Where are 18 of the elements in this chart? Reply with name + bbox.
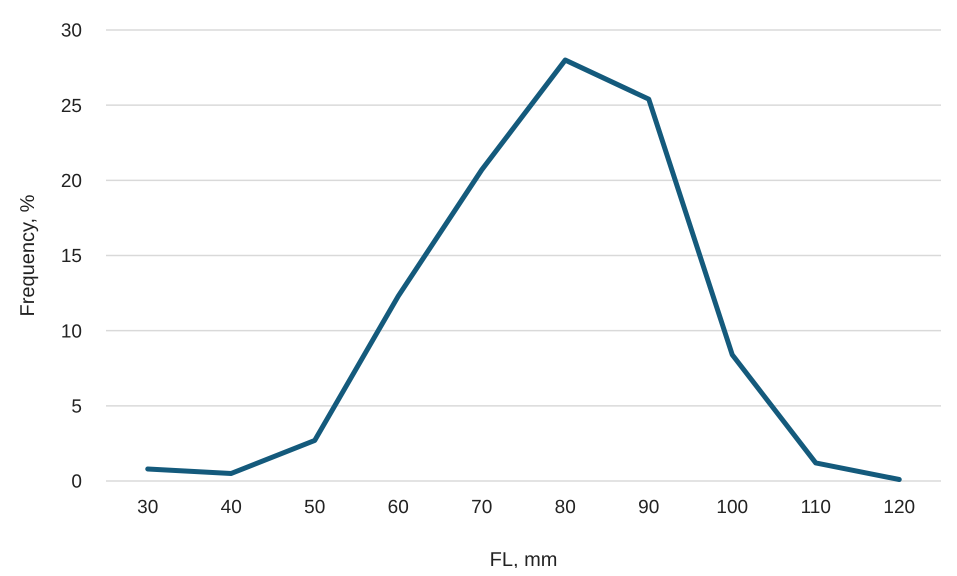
y-tick-label: 0 <box>71 472 82 493</box>
x-tick-label: 120 <box>883 497 916 518</box>
y-axis-title: Frequency, % <box>17 194 39 316</box>
x-tick-label: 100 <box>716 497 748 518</box>
x-tick-label: 110 <box>800 497 831 518</box>
y-tick-label: 30 <box>60 20 82 42</box>
y-tick-label: 10 <box>60 321 82 342</box>
x-tick-label: 70 <box>471 497 492 518</box>
x-tick-label: 50 <box>304 497 326 518</box>
x-tick-label: 40 <box>220 497 242 518</box>
x-tick-label: 90 <box>638 497 660 518</box>
y-tick-label: 5 <box>71 396 82 418</box>
y-tick-label: 20 <box>60 170 82 192</box>
x-tick-label: 80 <box>554 497 576 518</box>
y-tick-label: 15 <box>60 246 82 268</box>
x-tick-label: 60 <box>388 497 409 518</box>
y-tick-label: 25 <box>60 96 82 117</box>
x-tick-label: 30 <box>137 497 158 518</box>
